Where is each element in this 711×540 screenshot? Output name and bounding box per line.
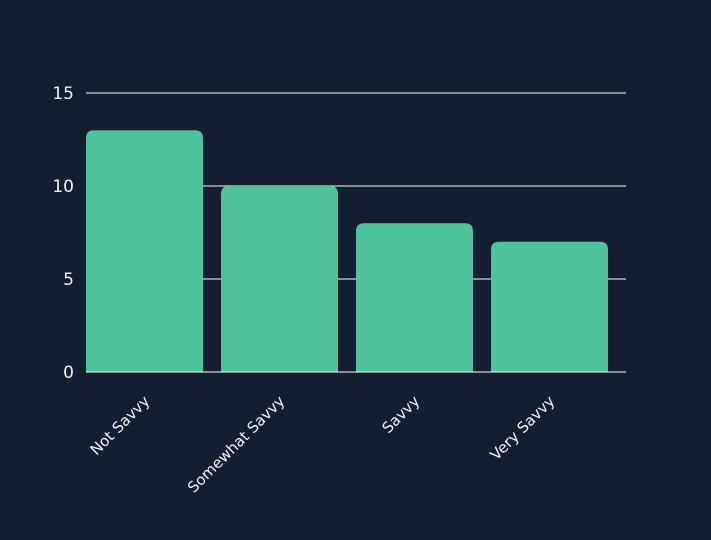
y-axis: 0 5 10 15 <box>52 84 74 383</box>
y-tick-label: 0 <box>63 363 74 383</box>
bar-not-savvy <box>86 130 203 372</box>
y-tick-label: 15 <box>52 84 74 104</box>
y-tick-label: 5 <box>63 270 74 290</box>
x-axis: Not Savvy Somewhat Savvy Savvy Very Savvy <box>86 371 626 496</box>
y-tick-label: 10 <box>52 177 74 197</box>
bar-savvy <box>356 223 473 372</box>
bars <box>86 130 608 372</box>
x-tick-label: Very Savvy <box>487 392 559 464</box>
x-tick-label: Not Savvy <box>87 392 154 459</box>
bar-somewhat-savvy <box>221 186 338 372</box>
bar-very-savvy <box>491 241 608 372</box>
x-tick-label: Somewhat Savvy <box>184 392 288 496</box>
x-tick-label: Savvy <box>379 392 424 437</box>
